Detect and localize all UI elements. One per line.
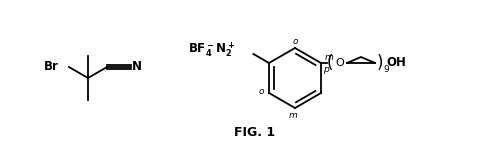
Text: Br: Br [44,60,59,72]
Text: o: o [292,36,298,45]
Text: m: m [325,52,333,62]
Text: m: m [289,111,297,120]
Text: o: o [258,87,264,96]
Text: (: ( [327,54,333,72]
Text: FIG. 1: FIG. 1 [234,126,276,138]
Text: 9: 9 [383,64,389,74]
Text: ): ) [376,54,383,72]
Text: $\mathbf{BF_4^-N_2^+}$: $\mathbf{BF_4^-N_2^+}$ [188,41,235,59]
Text: p: p [323,64,329,74]
Text: O: O [336,58,344,68]
Text: OH: OH [386,57,406,69]
Text: N: N [132,60,142,74]
